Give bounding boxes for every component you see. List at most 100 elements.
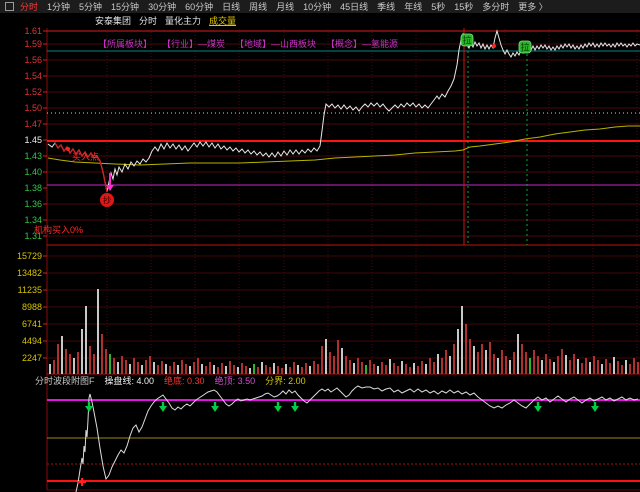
volume-bar [597,360,599,374]
period-tab[interactable]: 月线 [276,2,295,12]
price-axis-label: 1.59 [24,39,42,49]
volume-bar [413,363,415,374]
volume-bar [465,324,467,374]
volume-bar [573,354,575,374]
period-tab[interactable]: 10分钟 [303,2,332,12]
volume-bar [561,349,563,374]
volume-bar [265,365,267,374]
sector-info-line: 【所属板块】 【行业】—煤炭 【地域】—山西板块 【概念】—氢能源 [98,39,399,49]
volume-bar [497,358,499,374]
volume-bar [61,336,63,374]
volume-bar [605,359,607,374]
volume-bar [89,346,91,374]
period-tab[interactable]: 日线 [222,2,241,12]
volume-bar [353,363,355,374]
volume-bar [277,366,279,374]
volume-bar [457,329,459,374]
period-toolbar: 分时 1分钟 5分钟 15分钟 30分钟 60分钟 日线 周线 月线 10分钟 45日线 季线 年线 5秒… [0,0,640,13]
sub-indicator-param: 绝底: 0.30 [164,376,205,386]
window-icon[interactable] [5,2,14,11]
volume-bar [113,358,115,374]
volume-bar [513,352,515,374]
volume-bar [625,360,627,374]
red-dot-marker [492,44,496,48]
volume-bar [525,352,527,374]
period-tab[interactable]: 多分时 [482,2,510,12]
period-tab[interactable]: 1分钟 [47,2,71,12]
volume-bar [273,363,275,374]
volume-bar [65,349,67,374]
price-axis-label: 1.40 [24,167,42,177]
volume-bar [381,362,383,374]
volume-bar [529,358,531,374]
volume-bar [165,364,167,374]
volume-bar [157,365,159,374]
volume-bar [285,364,287,374]
dip-badge-label: 抄 [103,195,111,205]
volume-bar [173,362,175,374]
sell-arrow-stem [276,402,280,407]
volume-bar [589,362,591,374]
price-axis-label: 1.52 [24,87,42,97]
volume-bar [245,366,247,374]
volume-bar [389,359,391,374]
period-tab[interactable]: 45日线 [340,2,369,12]
volume-bar [441,358,443,374]
volume-axis-label: 15729 [16,251,42,261]
stock-name: 安泰集团 [95,15,132,26]
sell-arrow-head [85,406,93,412]
sell-arrow-stem [293,402,297,407]
volume-bar [361,362,363,374]
period-tab[interactable]: 60分钟 [185,2,214,12]
volume-bar [293,362,295,374]
period-tab[interactable]: 5秒 [431,2,446,12]
volume-bar [429,358,431,374]
price-axis-label: 1.31 [24,231,42,241]
volume-bar [209,362,211,374]
volume-bar [313,361,315,374]
volume-bar [77,352,79,374]
volume-axis-label: 2247 [21,353,42,363]
volume-bar [153,362,155,374]
sell-arrow-stem [213,402,217,407]
volume-bar [421,361,423,374]
period-tab[interactable]: 分时 [20,2,39,12]
indicator-main-label[interactable]: 量化主力 [165,15,202,26]
indicator-volume-label[interactable]: 成交量 [209,15,237,26]
volume-bar [637,362,639,374]
volume-bar [309,366,311,374]
volume-bar [453,344,455,374]
buy-point-label: 买入点 [72,152,100,162]
volume-bar [281,368,283,374]
price-axis-label: 1.61 [24,26,42,36]
volume-bar [257,367,259,374]
volume-bar [437,354,439,374]
sell-arrow-head [211,406,219,412]
volume-bar [629,364,631,374]
volume-bar [425,364,427,374]
period-tab[interactable]: 更多 〉 [518,2,548,12]
sell-arrow-head [591,406,599,412]
volume-bar [325,339,327,374]
volume-bar [333,356,335,374]
volume-bar [217,367,219,374]
dip-arrow-head [106,185,114,191]
volume-bar [469,339,471,374]
period-tab[interactable]: 15分钟 [111,2,140,12]
volume-bar [149,356,151,374]
period-tab[interactable]: 15秒 [454,2,474,12]
period-tab[interactable]: 季线 [377,2,396,12]
period-tab[interactable]: 30分钟 [148,2,177,12]
period-tabs: 分时 1分钟 5分钟 15分钟 30分钟 60分钟 日线 周线 月线 10分钟 45日线 季线 年线 5秒… [20,0,557,13]
volume-bar [81,329,83,374]
stock-info-bar: 安泰集团 分时 量化主力 成交量 [95,13,244,27]
volume-bar [69,354,71,374]
volume-bar [141,365,143,374]
price-axis-label: 1.47 [24,119,42,129]
period-tab[interactable]: 周线 [249,2,268,12]
volume-bar [621,365,623,374]
volume-bar [593,356,595,374]
volume-bar [205,366,207,374]
period-tab[interactable]: 5分钟 [79,2,103,12]
period-tab[interactable]: 年线 [404,2,423,12]
